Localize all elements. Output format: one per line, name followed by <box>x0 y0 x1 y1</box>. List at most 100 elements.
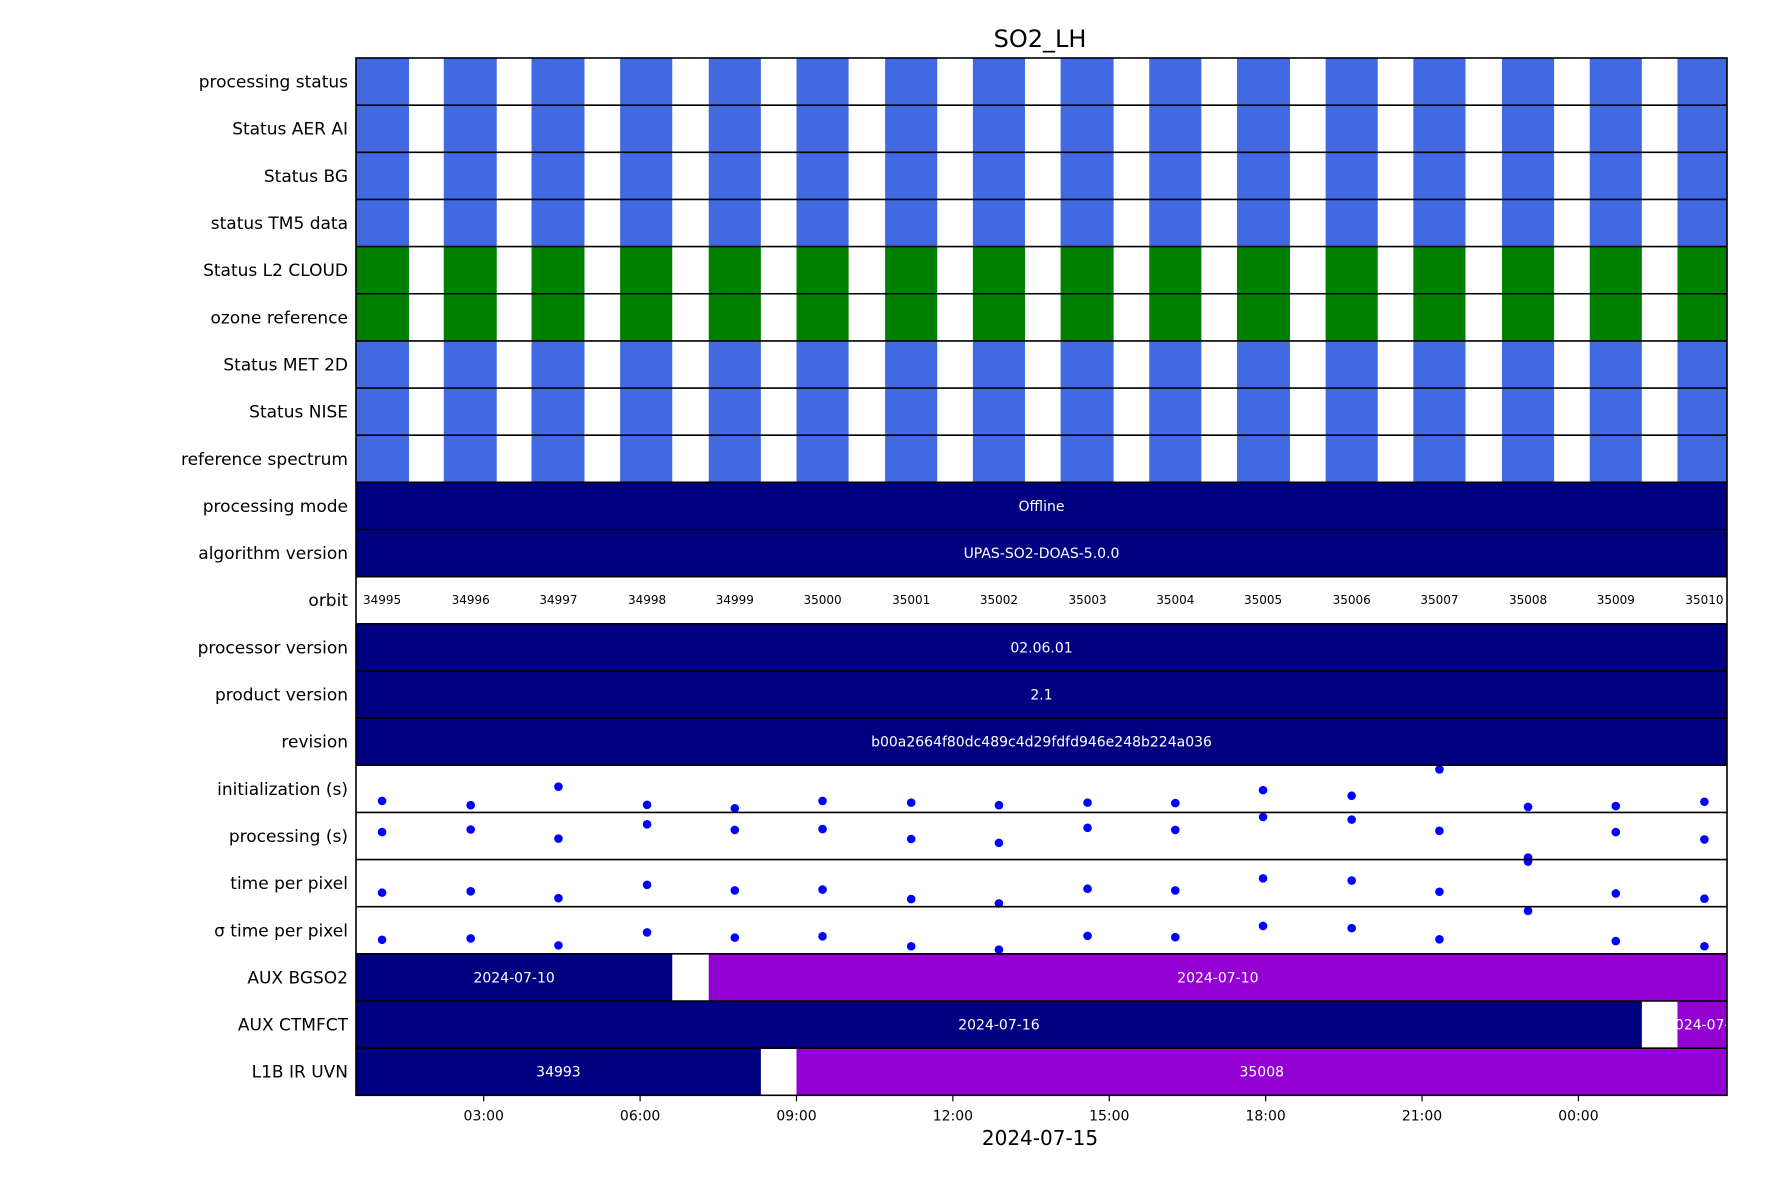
data-point <box>730 886 740 895</box>
orbit-cell <box>531 58 585 106</box>
row-0: processing status <box>199 58 1727 106</box>
orbit-cell <box>885 435 938 483</box>
data-point <box>554 834 563 843</box>
orbit-cell <box>972 340 1025 389</box>
row-4: Status L2 CLOUD <box>203 245 1727 294</box>
orbit-cell <box>1589 199 1642 247</box>
orbit-cell <box>1060 435 1114 483</box>
orbit-cell <box>1501 199 1555 247</box>
row-2: Status BG <box>264 151 1727 200</box>
orbit-cell <box>531 246 585 294</box>
orbit-cell <box>885 105 938 153</box>
orbit-cell <box>443 340 497 389</box>
orbit-cell <box>1589 246 1642 294</box>
orbit-cell <box>620 152 673 200</box>
orbit-cell <box>1677 105 1727 153</box>
band-segment <box>796 1048 1727 1096</box>
orbit-cell <box>1413 199 1466 247</box>
row-1: Status AER AI <box>232 104 1727 153</box>
orbit-cell <box>1149 340 1202 389</box>
band-label: 35008 <box>1239 1065 1284 1081</box>
band-segment <box>356 1001 1642 1049</box>
row-label: reference spectrum <box>181 450 348 470</box>
data-point <box>1258 874 1268 883</box>
row-label: ozone reference <box>210 308 348 328</box>
band-label: Offline <box>1019 499 1065 515</box>
orbit-cell <box>708 388 761 436</box>
data-point <box>377 796 387 806</box>
orbit-cell <box>1236 293 1290 341</box>
orbit-cell <box>708 340 761 389</box>
data-point <box>1170 798 1180 808</box>
band-label: 2.1 <box>1030 688 1052 704</box>
data-point <box>554 893 563 903</box>
orbit-cell <box>1677 199 1727 247</box>
data-point <box>1347 791 1356 801</box>
band-segment <box>708 953 1727 1001</box>
row-label: Status MET 2D <box>223 355 348 375</box>
orbit-cell <box>1677 246 1727 294</box>
orbit-label: 35008 <box>1509 593 1547 607</box>
orbit-cell <box>1236 246 1290 294</box>
data-point <box>1611 889 1621 898</box>
data-point <box>466 887 475 896</box>
band-label: 2024-07-10 <box>1177 970 1258 986</box>
row-3: status TM5 data <box>211 198 1727 247</box>
x-axis-label: 2024-07-15 <box>982 1126 1098 1150</box>
orbit-cell <box>1060 199 1114 247</box>
orbit-label: 34995 <box>363 593 401 607</box>
orbit-cell <box>1589 152 1642 200</box>
orbit-cell <box>356 388 409 436</box>
data-point <box>1700 835 1709 844</box>
orbit-cell <box>708 293 761 341</box>
orbit-cell <box>1149 435 1202 483</box>
orbit-cell <box>1236 152 1290 200</box>
orbit-label: 35000 <box>803 593 841 607</box>
row-15: initialization (s) <box>217 764 1727 813</box>
plot-area: processing status Status AER AI Status BG s… <box>181 57 1738 1097</box>
orbit-cell <box>1325 58 1378 106</box>
orbit-cell <box>885 246 938 294</box>
orbit-label: 34998 <box>628 593 666 607</box>
orbit-cell <box>1501 246 1555 294</box>
row-21: L1B IR UVN 34993 35008 <box>252 1047 1727 1096</box>
band-segment <box>356 953 673 1001</box>
data-point <box>1435 887 1444 897</box>
orbit-cell <box>620 388 673 436</box>
orbit-label: 35004 <box>1156 593 1194 607</box>
orbit-cell <box>1677 435 1727 483</box>
data-point <box>730 825 740 835</box>
orbit-cell <box>1060 152 1114 200</box>
orbit-cell <box>1501 58 1555 106</box>
orbit-cell <box>1589 388 1642 436</box>
row-5: ozone reference <box>210 292 1727 341</box>
orbit-cell <box>356 199 409 247</box>
x-tick-label: 18:00 <box>1245 1108 1285 1124</box>
data-point <box>1083 823 1092 833</box>
data-point <box>1170 825 1180 835</box>
orbit-label: 35002 <box>980 593 1018 607</box>
orbit-cell <box>1413 435 1466 483</box>
orbit-label: 34999 <box>716 593 754 607</box>
orbit-cell <box>531 199 585 247</box>
row-label: algorithm version <box>198 544 348 564</box>
orbit-cell <box>1413 388 1466 436</box>
orbit-cell <box>443 435 497 483</box>
orbit-cell <box>885 388 938 436</box>
orbit-cell <box>1677 293 1727 341</box>
orbit-cell <box>972 199 1025 247</box>
orbit-cell <box>531 435 585 483</box>
orbit-cell <box>972 435 1025 483</box>
data-point <box>818 796 827 806</box>
orbit-cell <box>1677 388 1727 436</box>
data-point <box>554 941 563 950</box>
orbit-cell <box>443 152 497 200</box>
orbit-cell <box>1677 340 1727 389</box>
orbit-cell <box>443 58 497 106</box>
orbit-cell <box>796 340 849 389</box>
x-tick-label: 03:00 <box>464 1108 504 1124</box>
data-point <box>818 932 827 941</box>
orbit-cell <box>531 105 585 153</box>
orbit-cell <box>1236 388 1290 436</box>
